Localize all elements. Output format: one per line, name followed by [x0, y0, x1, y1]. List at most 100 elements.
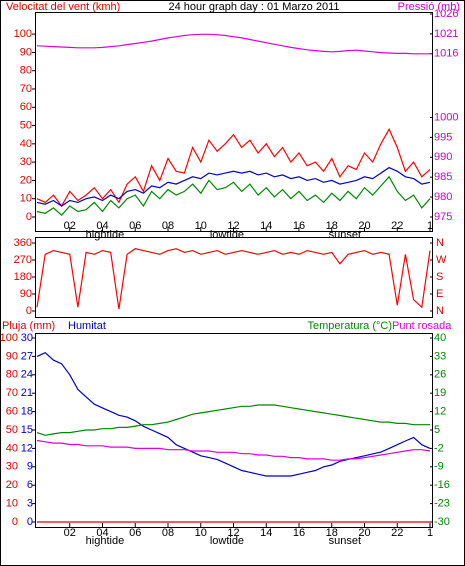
y3-tick-label: 18 — [21, 406, 33, 418]
y3-tick-label: 6 — [27, 479, 33, 491]
y2-tick-label: 995 — [434, 131, 452, 143]
series-line — [36, 33, 430, 55]
y2-tick-label: 12 — [434, 406, 446, 418]
y2-tick-label: 5 — [434, 424, 440, 436]
y-tick-label: 0 — [26, 305, 32, 317]
x-tick-label: 08 — [162, 527, 174, 539]
y-tick-label: 50 — [20, 119, 32, 131]
y2-tick-label: 1016 — [434, 48, 458, 60]
y3-tick-label: 24 — [21, 369, 33, 381]
x-tick-label: 02 — [64, 220, 76, 232]
annotation: sunset — [329, 535, 361, 547]
y3-tick-label: 12 — [21, 442, 33, 454]
y-tick-label: 60 — [6, 406, 18, 418]
annotation: hightide — [86, 229, 125, 241]
x-tick-label: 04 — [96, 220, 108, 232]
series-line — [36, 175, 431, 217]
y2-tick-label: E — [436, 288, 443, 300]
y-tick-label: 20 — [6, 479, 18, 491]
x-tick-label: 22 — [391, 220, 403, 232]
x-tick-label: 12 — [227, 220, 239, 232]
y2-tick-label: N — [436, 305, 444, 317]
y2-tick-label: W — [436, 254, 447, 266]
y-tick-label: 90 — [6, 350, 18, 362]
y-tick-label: 100 — [0, 332, 18, 344]
y2-tick-label: 1026 — [434, 8, 458, 20]
x-tick-label: 14 — [260, 527, 272, 539]
y-tick-label: 100 — [14, 28, 32, 40]
series-line — [36, 404, 430, 436]
y3-tick-label: 3 — [27, 498, 33, 510]
series-line — [36, 166, 431, 207]
y2-tick-label: 1000 — [434, 111, 458, 123]
y2-tick-label: -2 — [434, 442, 444, 454]
y2-tick-label: 33 — [434, 350, 446, 362]
x-tick-label: 06 — [129, 527, 141, 539]
y-tick-label: 40 — [6, 442, 18, 454]
x-tick-label: 1 — [427, 220, 433, 232]
y-tick-label: 70 — [20, 83, 32, 95]
x-tick-label: 04 — [96, 527, 108, 539]
x-tick-label: 12 — [227, 527, 239, 539]
series-line — [36, 351, 431, 477]
y-tick-label: 360 — [14, 237, 32, 249]
plot-frame — [35, 12, 433, 232]
y2-tick-label: N — [436, 237, 444, 249]
x-tick-label: 16 — [293, 527, 305, 539]
wind-axis-title: Velocitat del vent (kmh) — [6, 1, 120, 13]
y-tick-label: 70 — [6, 387, 18, 399]
series-line — [36, 248, 431, 310]
x-tick-label: 1 — [427, 527, 433, 539]
y2-tick-label: 990 — [434, 151, 452, 163]
annotation: hightide — [86, 535, 125, 547]
x-tick-label: 20 — [358, 527, 370, 539]
y2-tick-label: -30 — [434, 516, 450, 528]
y2-tick-label: 1021 — [434, 28, 458, 40]
y-tick-label: 50 — [6, 424, 18, 436]
y2-tick-label: 26 — [434, 369, 446, 381]
chart-title: 24 hour graph day : 01 Marzo 2011 — [168, 1, 339, 13]
y2-tick-label: 40 — [434, 332, 446, 344]
y3-tick-label: 0 — [27, 516, 33, 528]
y-tick-label: 10 — [6, 498, 18, 510]
x-tick-label: 20 — [358, 220, 370, 232]
y-tick-label: 40 — [20, 138, 32, 150]
y2-tick-label: S — [436, 271, 443, 283]
y2-tick-label: 19 — [434, 387, 446, 399]
x-tick-label: 02 — [64, 527, 76, 539]
y2-tick-label: -9 — [434, 461, 444, 473]
y-tick-label: 90 — [20, 46, 32, 58]
x-tick-label: 18 — [326, 220, 338, 232]
y-tick-label: 30 — [20, 156, 32, 168]
y2-tick-label: -16 — [434, 479, 450, 491]
y3-tick-label: 21 — [21, 387, 33, 399]
y2-tick-label: -23 — [434, 498, 450, 510]
dewpoint-title: Punt rosada — [392, 320, 452, 332]
rain-title: Pluja (mm) — [2, 320, 55, 332]
x-tick-label: 10 — [195, 220, 207, 232]
annotation: sunset — [329, 229, 361, 241]
y-tick-label: 0 — [26, 211, 32, 223]
y2-tick-label: 985 — [434, 171, 452, 183]
y2-tick-label: 980 — [434, 191, 452, 203]
y-tick-label: 270 — [14, 254, 32, 266]
y-tick-label: 90 — [20, 288, 32, 300]
annotation: lowtide — [210, 535, 244, 547]
annotation: lowtide — [210, 229, 244, 241]
y-tick-label: 10 — [20, 193, 32, 205]
x-tick-label: 10 — [195, 527, 207, 539]
x-tick-label: 06 — [129, 220, 141, 232]
x-tick-label: 08 — [162, 220, 174, 232]
x-tick-label: 22 — [391, 527, 403, 539]
x-tick-label: 16 — [293, 220, 305, 232]
y3-tick-label: 9 — [27, 461, 33, 473]
y-tick-label: 60 — [20, 101, 32, 113]
y3-tick-label: 30 — [21, 332, 33, 344]
y-tick-label: 30 — [6, 461, 18, 473]
y-tick-label: 80 — [20, 65, 32, 77]
pressure-axis-title: Pressió (mb) — [398, 1, 460, 13]
x-tick-label: 18 — [326, 527, 338, 539]
series-line — [36, 439, 431, 461]
